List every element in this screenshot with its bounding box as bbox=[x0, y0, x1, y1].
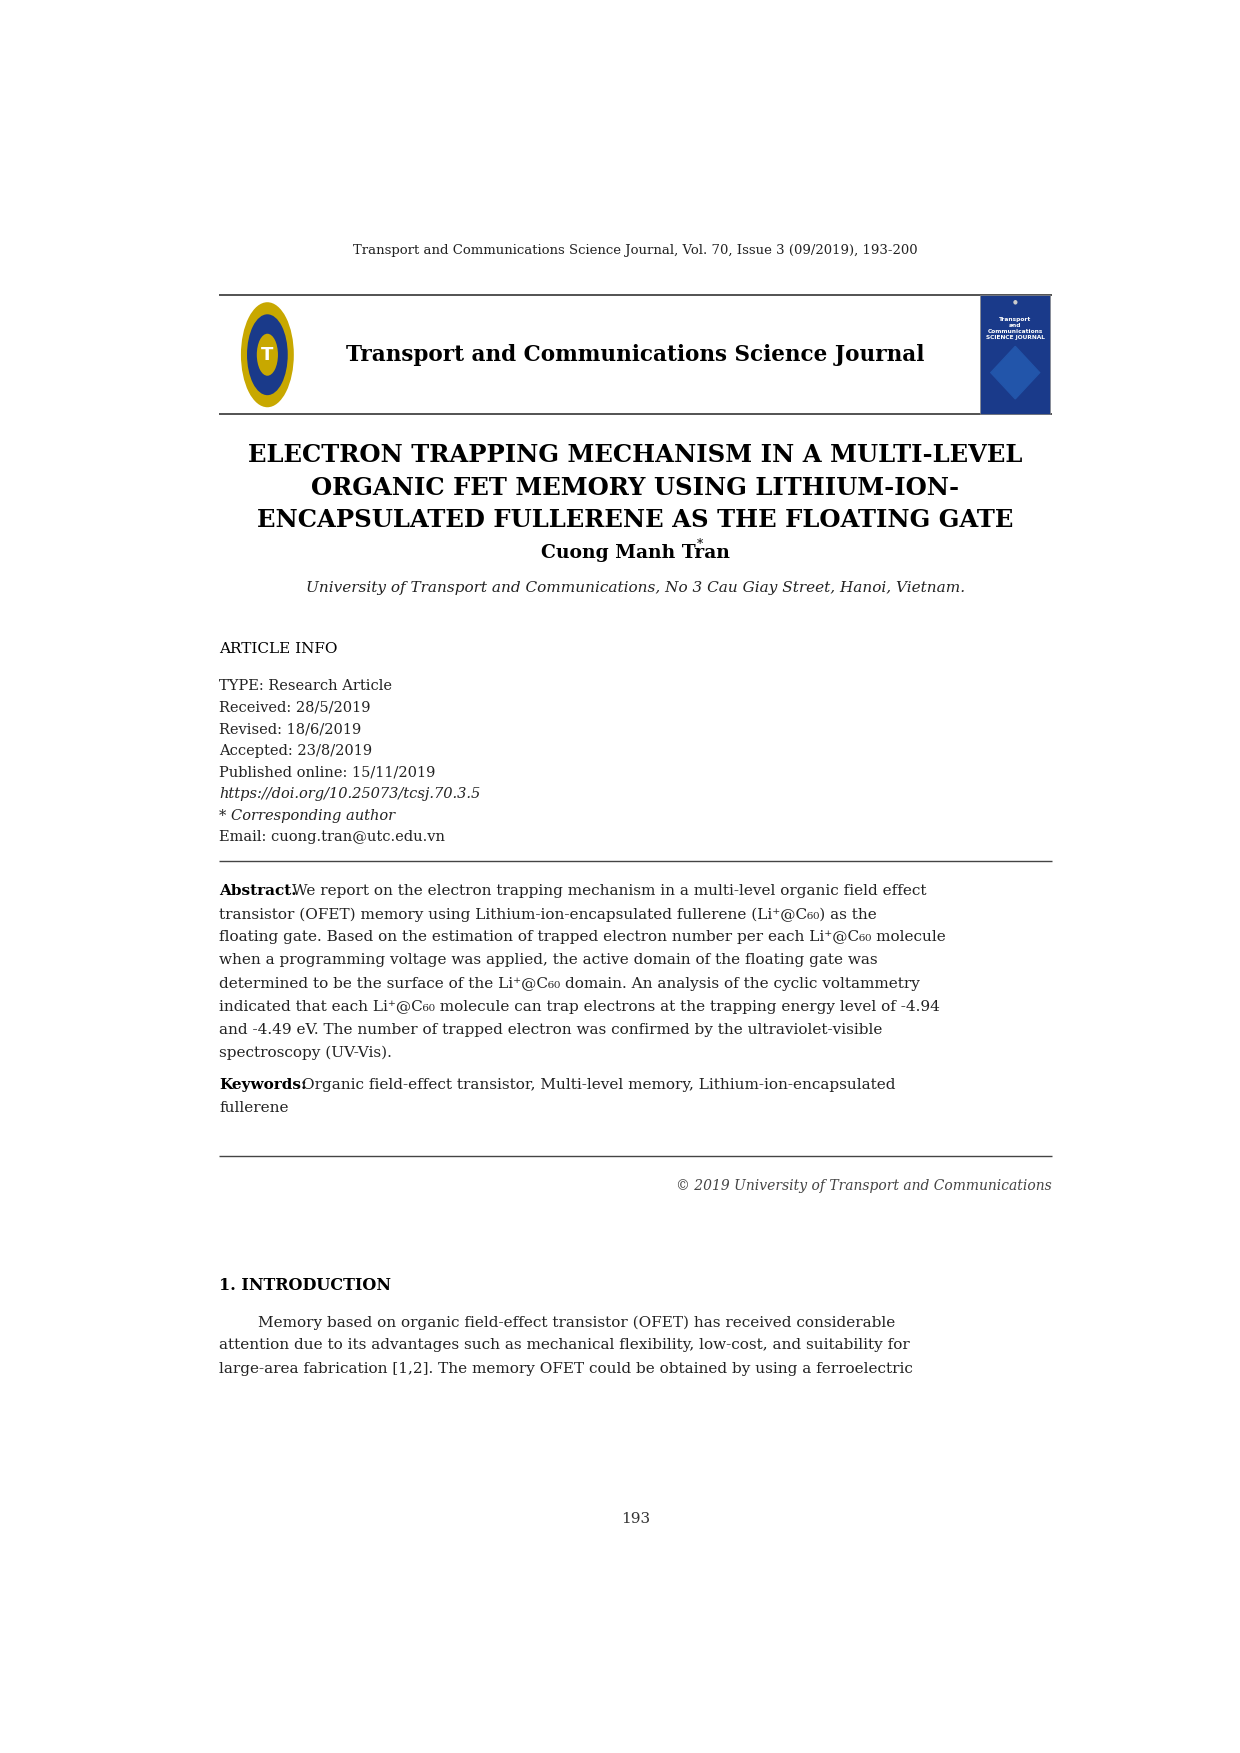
Text: Transport and Communications Science Journal, Vol. 70, Issue 3 (09/2019), 193-20: Transport and Communications Science Jou… bbox=[353, 244, 918, 258]
Ellipse shape bbox=[247, 314, 288, 394]
Text: large-area fabrication [1,2]. The memory OFET could be obtained by using a ferro: large-area fabrication [1,2]. The memory… bbox=[219, 1362, 914, 1376]
Text: Keywords:: Keywords: bbox=[219, 1078, 308, 1092]
Text: ENCAPSULATED FULLERENE AS THE FLOATING GATE: ENCAPSULATED FULLERENE AS THE FLOATING G… bbox=[258, 508, 1013, 531]
Polygon shape bbox=[991, 347, 1039, 400]
Ellipse shape bbox=[241, 302, 294, 407]
Text: T: T bbox=[262, 345, 274, 363]
Text: Accepted: 23/8/2019: Accepted: 23/8/2019 bbox=[219, 743, 372, 757]
Text: fullerene: fullerene bbox=[219, 1101, 289, 1115]
Text: Received: 28/5/2019: Received: 28/5/2019 bbox=[219, 701, 371, 715]
Text: Memory based on organic field-effect transistor (OFET) has received considerable: Memory based on organic field-effect tra… bbox=[258, 1315, 895, 1331]
Text: Transport and Communications Science Journal: Transport and Communications Science Jou… bbox=[346, 344, 925, 366]
Text: University of Transport and Communications, No 3 Cau Giay Street, Hanoi, Vietnam: University of Transport and Communicatio… bbox=[306, 580, 965, 594]
Text: transistor (OFET) memory using Lithium-ion-encapsulated fullerene (Li⁺@C₆₀) as t: transistor (OFET) memory using Lithium-i… bbox=[219, 908, 877, 922]
Text: 193: 193 bbox=[621, 1513, 650, 1527]
Text: Revised: 18/6/2019: Revised: 18/6/2019 bbox=[219, 722, 362, 736]
Text: attention due to its advantages such as mechanical flexibility, low-cost, and su: attention due to its advantages such as … bbox=[219, 1338, 910, 1352]
Text: TYPE: Research Article: TYPE: Research Article bbox=[219, 678, 392, 692]
Text: https://doi.org/10.25073/tcsj.70.3.5: https://doi.org/10.25073/tcsj.70.3.5 bbox=[219, 787, 481, 801]
Text: Abstract.: Abstract. bbox=[219, 884, 298, 898]
Text: ELECTRON TRAPPING MECHANISM IN A MULTI-LEVEL: ELECTRON TRAPPING MECHANISM IN A MULTI-L… bbox=[248, 444, 1023, 468]
Text: * Corresponding author: * Corresponding author bbox=[219, 808, 396, 822]
FancyBboxPatch shape bbox=[981, 295, 1050, 414]
Text: determined to be the surface of the Li⁺@C₆₀ domain. An analysis of the cyclic vo: determined to be the surface of the Li⁺@… bbox=[219, 976, 920, 990]
Text: when a programming voltage was applied, the active domain of the floating gate w: when a programming voltage was applied, … bbox=[219, 954, 878, 968]
Text: spectroscopy (UV-Vis).: spectroscopy (UV-Vis). bbox=[219, 1047, 392, 1061]
Text: indicated that each Li⁺@C₆₀ molecule can trap electrons at the trapping energy l: indicated that each Li⁺@C₆₀ molecule can… bbox=[219, 999, 940, 1013]
Ellipse shape bbox=[257, 333, 278, 375]
Text: Transport
and
Communications
SCIENCE JOURNAL: Transport and Communications SCIENCE JOU… bbox=[986, 317, 1044, 340]
Text: © 2019 University of Transport and Communications: © 2019 University of Transport and Commu… bbox=[676, 1180, 1052, 1194]
Text: Cuong Manh Tran: Cuong Manh Tran bbox=[541, 543, 730, 563]
Text: We report on the electron trapping mechanism in a multi-level organic field effe: We report on the electron trapping mecha… bbox=[293, 884, 928, 898]
Text: 1. INTRODUCTION: 1. INTRODUCTION bbox=[219, 1276, 392, 1294]
Text: Email: cuong.tran@utc.edu.vn: Email: cuong.tran@utc.edu.vn bbox=[219, 831, 445, 845]
Text: ARTICLE INFO: ARTICLE INFO bbox=[219, 642, 337, 656]
Text: *: * bbox=[697, 538, 703, 552]
Text: ●: ● bbox=[1013, 300, 1018, 305]
Text: ORGANIC FET MEMORY USING LITHIUM-ION-: ORGANIC FET MEMORY USING LITHIUM-ION- bbox=[311, 475, 960, 500]
Text: floating gate. Based on the estimation of trapped electron number per each Li⁺@C: floating gate. Based on the estimation o… bbox=[219, 931, 946, 945]
Text: Published online: 15/11/2019: Published online: 15/11/2019 bbox=[219, 766, 435, 780]
Text: and -4.49 eV. The number of trapped electron was confirmed by the ultraviolet-vi: and -4.49 eV. The number of trapped elec… bbox=[219, 1022, 883, 1036]
Text: Organic field-effect transistor, Multi-level memory, Lithium-ion-encapsulated: Organic field-effect transistor, Multi-l… bbox=[303, 1078, 895, 1092]
